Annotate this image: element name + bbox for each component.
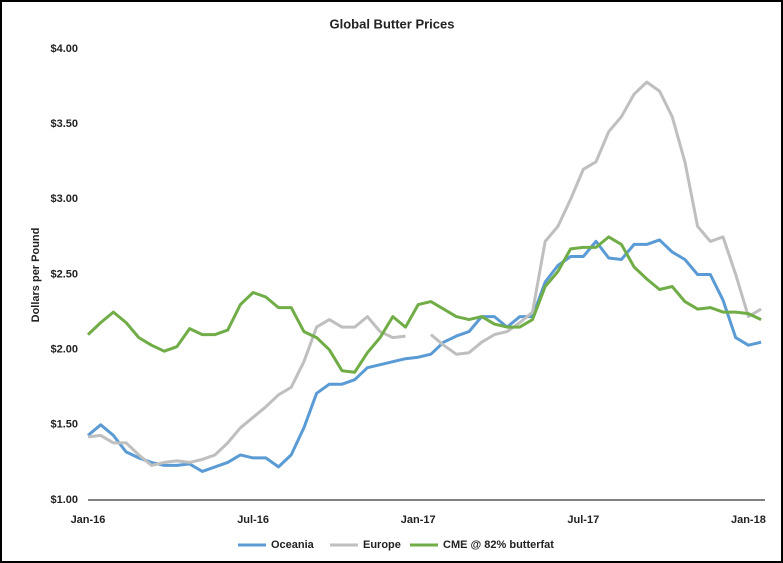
y-tick-label: $1.50 — [50, 419, 78, 431]
y-tick-label: $1.00 — [50, 494, 78, 506]
series-line — [86, 235, 762, 374]
series-line — [87, 238, 762, 473]
x-tick-label: Jul-17 — [567, 514, 599, 526]
y-tick-label: $2.00 — [50, 344, 78, 356]
legend-label: CME @ 82% butterfat — [443, 539, 554, 551]
y-tick-label: $2.50 — [50, 268, 78, 280]
y-axis-label: Dollars per Pound — [30, 228, 42, 323]
x-tick-label: Jan-16 — [71, 514, 106, 526]
y-tick-label: $4.00 — [50, 43, 78, 55]
x-tick-label: Jan-18 — [731, 514, 766, 526]
series-line — [87, 80, 762, 467]
chart-title: Global Butter Prices — [330, 16, 455, 31]
legend-label: Oceania — [271, 539, 315, 551]
legend-label: Europe — [363, 539, 401, 551]
x-tick-label: Jul-16 — [237, 514, 269, 526]
y-tick-label: $3.00 — [50, 193, 78, 205]
y-tick-label: $3.50 — [50, 118, 78, 130]
x-tick-label: Jan-17 — [401, 514, 436, 526]
